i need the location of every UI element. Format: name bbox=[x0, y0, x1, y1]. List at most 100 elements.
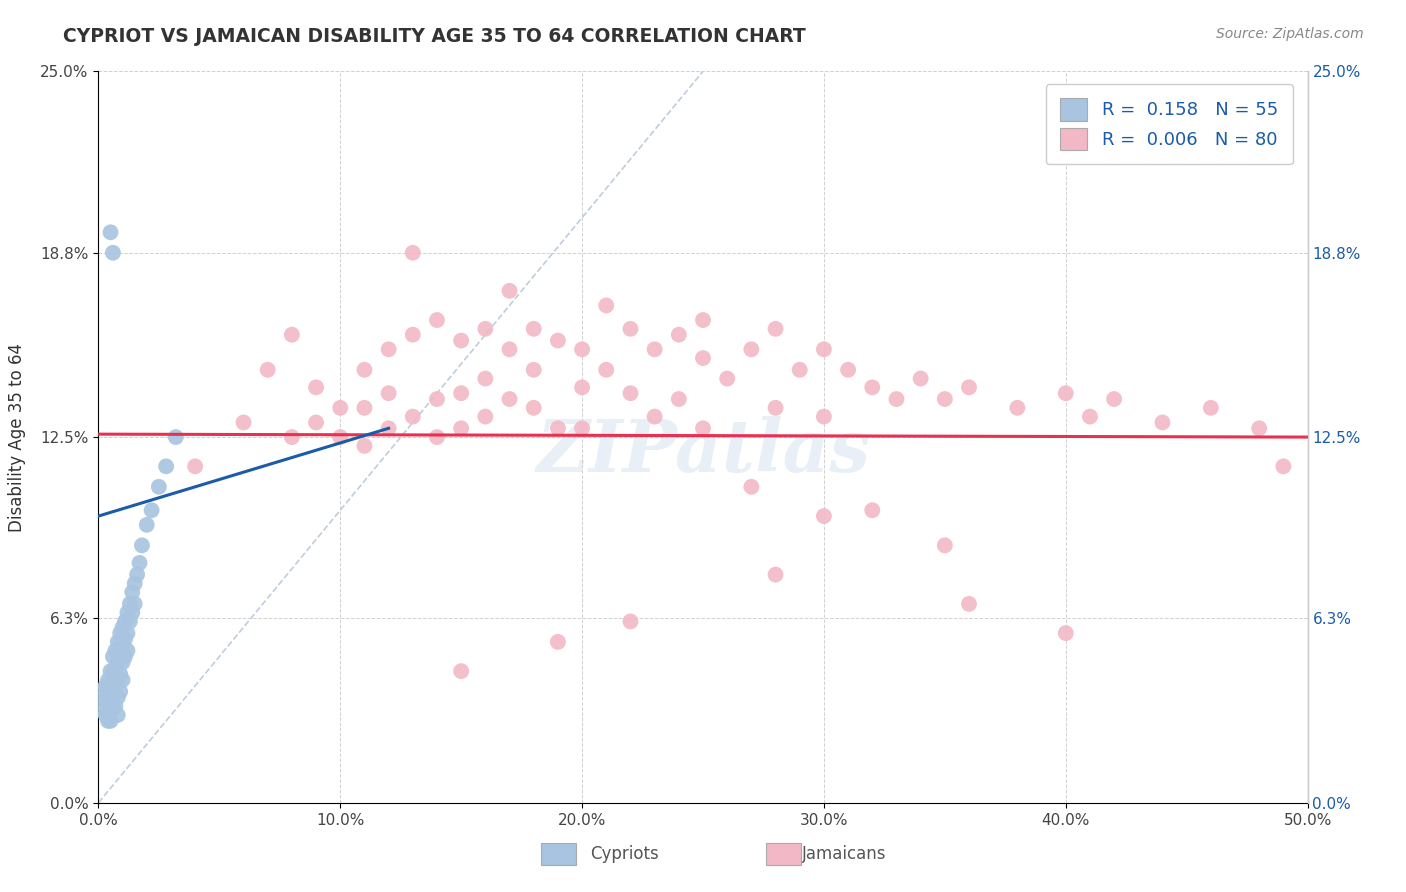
Point bbox=[1152, 416, 1174, 430]
Point bbox=[256, 363, 278, 377]
Point bbox=[108, 684, 131, 698]
Point bbox=[765, 567, 787, 582]
Point bbox=[135, 517, 157, 532]
Point bbox=[97, 673, 120, 687]
Point bbox=[101, 702, 124, 716]
Point bbox=[305, 380, 328, 394]
Point bbox=[474, 371, 496, 385]
Point bbox=[114, 615, 136, 629]
Point bbox=[111, 656, 134, 670]
Text: Source: ZipAtlas.com: Source: ZipAtlas.com bbox=[1216, 27, 1364, 41]
Point bbox=[101, 667, 124, 681]
Point bbox=[127, 567, 149, 582]
Point bbox=[118, 615, 141, 629]
Point bbox=[547, 334, 569, 348]
Point bbox=[450, 386, 472, 401]
Point bbox=[595, 363, 617, 377]
Point bbox=[100, 714, 122, 728]
Point bbox=[668, 392, 690, 406]
Point bbox=[547, 635, 569, 649]
Point bbox=[91, 684, 114, 698]
Point bbox=[107, 673, 129, 687]
Point bbox=[148, 480, 170, 494]
Point bbox=[765, 401, 787, 415]
Point bbox=[100, 699, 122, 714]
Point bbox=[498, 284, 520, 298]
Point bbox=[124, 576, 146, 591]
Point bbox=[910, 371, 932, 385]
Point bbox=[498, 343, 520, 357]
Point bbox=[1272, 459, 1295, 474]
Point bbox=[740, 343, 762, 357]
Point bbox=[377, 386, 399, 401]
Point bbox=[107, 690, 129, 705]
Point bbox=[716, 371, 738, 385]
Point bbox=[128, 556, 150, 570]
Point bbox=[934, 538, 956, 552]
Point bbox=[450, 421, 472, 435]
Point bbox=[117, 606, 139, 620]
Point bbox=[101, 245, 124, 260]
Point bbox=[1249, 421, 1271, 435]
Point bbox=[860, 503, 883, 517]
Point bbox=[107, 656, 129, 670]
Point bbox=[740, 480, 762, 494]
Point bbox=[1054, 386, 1077, 401]
Point bbox=[1078, 409, 1101, 424]
Point bbox=[329, 430, 352, 444]
Point bbox=[644, 343, 666, 357]
Point bbox=[692, 421, 714, 435]
Point bbox=[353, 439, 375, 453]
Point bbox=[377, 343, 399, 357]
Point bbox=[765, 322, 787, 336]
Point bbox=[114, 649, 136, 664]
Point bbox=[117, 643, 139, 657]
Point bbox=[111, 673, 134, 687]
Legend: R =  0.158   N = 55, R =  0.006   N = 80: R = 0.158 N = 55, R = 0.006 N = 80 bbox=[1046, 84, 1292, 164]
Point bbox=[934, 392, 956, 406]
Point bbox=[523, 401, 546, 415]
Point bbox=[118, 597, 141, 611]
Point bbox=[107, 708, 129, 723]
Point bbox=[104, 699, 127, 714]
Point bbox=[94, 679, 117, 693]
Point bbox=[1102, 392, 1125, 406]
Point bbox=[692, 351, 714, 365]
Point bbox=[281, 327, 304, 342]
Point bbox=[97, 690, 120, 705]
Point bbox=[305, 416, 328, 430]
Point bbox=[571, 421, 593, 435]
Point bbox=[124, 597, 146, 611]
Point bbox=[165, 430, 187, 444]
Point bbox=[474, 322, 496, 336]
Point bbox=[91, 702, 114, 716]
Point bbox=[450, 334, 472, 348]
Point bbox=[155, 459, 177, 474]
Point bbox=[141, 503, 163, 517]
Point bbox=[668, 327, 690, 342]
Point bbox=[692, 313, 714, 327]
Point bbox=[94, 708, 117, 723]
Point bbox=[329, 401, 352, 415]
Point bbox=[402, 409, 425, 424]
Point bbox=[1199, 401, 1222, 415]
Point bbox=[104, 679, 127, 693]
Text: Jamaicans: Jamaicans bbox=[801, 845, 886, 863]
Point bbox=[426, 313, 449, 327]
Point bbox=[100, 684, 122, 698]
Y-axis label: Disability Age 35 to 64: Disability Age 35 to 64 bbox=[8, 343, 27, 532]
Point bbox=[957, 380, 980, 394]
Point bbox=[131, 538, 153, 552]
Point bbox=[813, 409, 835, 424]
Point bbox=[498, 392, 520, 406]
Point bbox=[426, 430, 449, 444]
Point bbox=[595, 298, 617, 312]
Point bbox=[860, 380, 883, 394]
Point bbox=[402, 327, 425, 342]
Point bbox=[97, 714, 120, 728]
Point bbox=[450, 664, 472, 678]
Point bbox=[101, 684, 124, 698]
Point bbox=[571, 380, 593, 394]
Point bbox=[426, 392, 449, 406]
Point bbox=[100, 225, 122, 239]
